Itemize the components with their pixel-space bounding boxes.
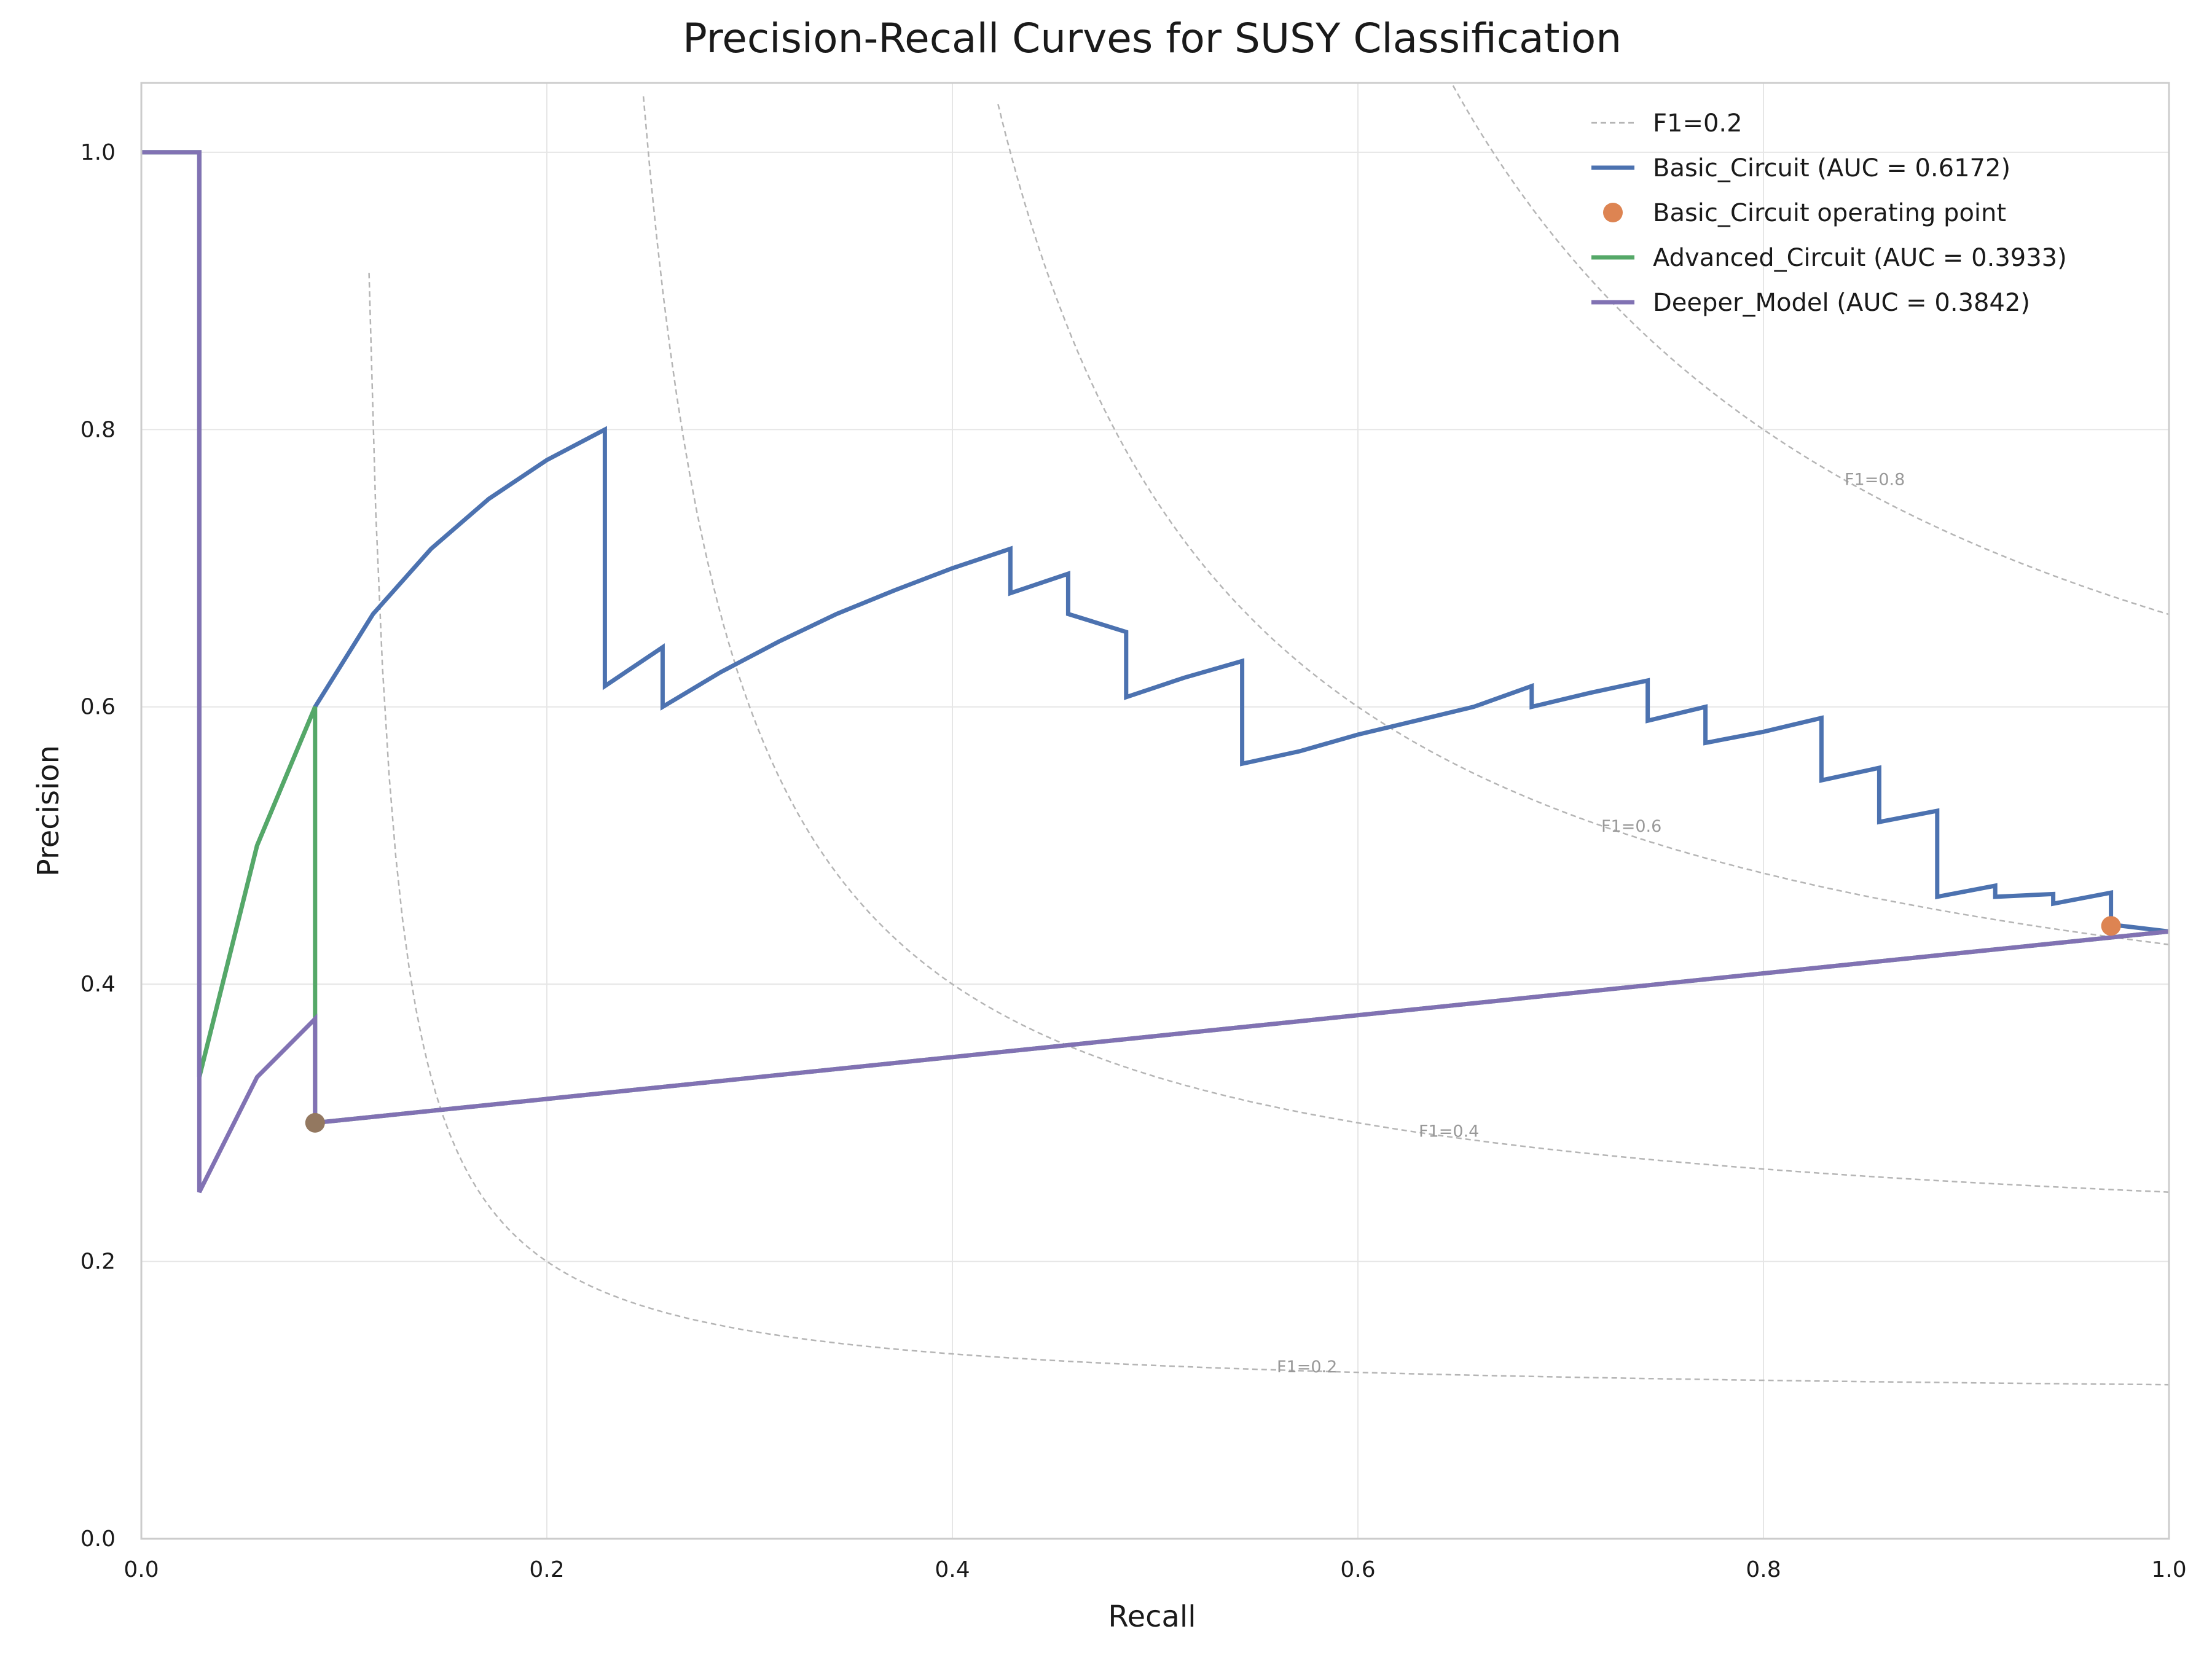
f1-isoline-label: F1=0.2 [1277,1358,1337,1377]
y-tick-label: 0.0 [80,1526,116,1552]
x-tick-label: 0.4 [935,1557,970,1582]
x-tick-label: 1.0 [2151,1557,2186,1582]
x-tick-label: 0.6 [1340,1557,1375,1582]
y-tick-label: 0.6 [80,695,116,720]
series-line [141,150,2170,1078]
legend-label: Basic_Circuit operating point [1653,199,2006,227]
legend-swatch-marker [1603,203,1623,222]
f1-isoline-label: F1=0.8 [1845,471,1905,490]
f1-isoline-label: F1=0.6 [1601,817,1661,836]
legend-label: Advanced_Circuit (AUC = 0.3933) [1653,244,2067,272]
operating-point-marker [2101,916,2121,936]
chart-title: Precision-Recall Curves for SUSY Classif… [683,15,1622,62]
f1-isoline [997,104,2170,945]
legend-label: Basic_Circuit (AUC = 0.6172) [1653,154,2010,182]
x-tick-label: 0.2 [529,1557,564,1582]
y-tick-label: 0.4 [80,972,116,997]
y-tick-label: 0.8 [80,417,116,442]
x-axis-label: Recall [1108,1600,1196,1634]
y-axis-label: Precision [31,745,66,877]
plot-frame [140,82,2170,1540]
f1-isoline [642,96,2170,1193]
f1-isoline-label: F1=0.4 [1419,1122,1479,1141]
legend-label: Deeper_Model (AUC = 0.3842) [1653,289,2030,317]
legend-label: F1=0.2 [1653,109,1743,138]
y-tick-label: 1.0 [80,140,116,165]
operating-point-marker [305,1112,325,1133]
y-tick-label: 0.2 [80,1249,116,1275]
f1-isoline [368,273,2170,1386]
x-tick-label: 0.8 [1746,1557,1781,1582]
x-tick-label: 0.0 [124,1557,159,1582]
